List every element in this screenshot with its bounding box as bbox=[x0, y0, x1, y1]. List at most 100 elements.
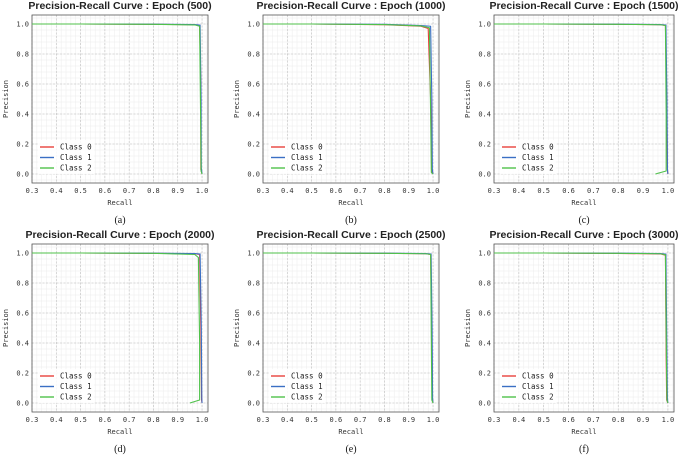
x-tick-label: 0.9 bbox=[171, 187, 184, 195]
y-tick-label: 0.4 bbox=[16, 340, 29, 348]
x-tick-label: 0.5 bbox=[537, 416, 550, 424]
y-tick-label: 1.0 bbox=[478, 21, 491, 29]
x-tick-label: 0.4 bbox=[50, 187, 63, 195]
x-tick-label: 0.4 bbox=[281, 187, 294, 195]
chart-title: Precision-Recall Curve : Epoch (1500) bbox=[489, 0, 678, 12]
legend-label: Class 1 bbox=[60, 382, 92, 391]
y-tick-label: 0.0 bbox=[16, 400, 29, 408]
x-tick-label: 1.0 bbox=[196, 187, 209, 195]
x-tick-label: 0.6 bbox=[99, 187, 112, 195]
legend-label: Class 1 bbox=[522, 382, 554, 391]
panel-caption: (e) bbox=[345, 444, 356, 455]
y-tick-label: 0.2 bbox=[247, 370, 260, 378]
x-axis-label: Recall bbox=[338, 199, 363, 207]
series-line-class-2 bbox=[32, 23, 203, 175]
y-axis-label: Precision bbox=[2, 309, 10, 347]
y-tick-label: 0.2 bbox=[478, 370, 491, 378]
y-tick-label: 0.4 bbox=[478, 111, 491, 119]
y-tick-label: 0.6 bbox=[16, 81, 29, 89]
chart-panel-3: 0.3 0.4 0.5 0.6 0.7 0.8 0.9 1.0 0.0 0.2 0.4 0.6 0.8 1… bbox=[464, 0, 679, 226]
x-tick-label: 0.9 bbox=[402, 187, 415, 195]
x-tick-label: 0.7 bbox=[354, 416, 367, 424]
y-tick-label: 0.6 bbox=[16, 310, 29, 318]
x-tick-label: 0.7 bbox=[587, 416, 600, 424]
x-tick-label: 1.0 bbox=[427, 187, 440, 195]
panel-caption: (d) bbox=[114, 444, 126, 455]
y-tick-label: 0.8 bbox=[478, 280, 491, 288]
x-tick-label: 0.6 bbox=[562, 416, 575, 424]
x-tick-label: 0.4 bbox=[513, 187, 526, 195]
y-tick-label: 0.4 bbox=[247, 111, 260, 119]
legend-label: Class 0 bbox=[60, 372, 92, 381]
plot-frame bbox=[493, 14, 675, 184]
x-tick-label: 1.0 bbox=[662, 187, 675, 195]
x-tick-label: 0.8 bbox=[612, 187, 625, 195]
y-axis-label: Precision bbox=[233, 80, 241, 118]
x-tick-label: 0.3 bbox=[257, 187, 270, 195]
legend-label: Class 1 bbox=[291, 382, 323, 391]
x-tick-label: 0.8 bbox=[612, 416, 625, 424]
x-tick-label: 0.5 bbox=[74, 416, 87, 424]
chart-title: Precision-Recall Curve : Epoch (2500) bbox=[256, 229, 445, 241]
legend-label: Class 2 bbox=[60, 164, 92, 173]
legend-label: Class 1 bbox=[60, 153, 92, 162]
panel-caption: (b) bbox=[345, 215, 357, 226]
plot-frame bbox=[262, 14, 440, 184]
chart-title: Precision-Recall Curve : Epoch (500) bbox=[28, 0, 211, 12]
y-tick-label: 0.8 bbox=[16, 280, 29, 288]
x-tick-label: 0.5 bbox=[305, 416, 318, 424]
x-tick-label: 0.9 bbox=[402, 416, 415, 424]
x-tick-label: 0.9 bbox=[171, 416, 184, 424]
legend-label: Class 2 bbox=[291, 164, 323, 173]
x-axis-label: Recall bbox=[571, 428, 596, 436]
x-tick-label: 0.4 bbox=[50, 416, 63, 424]
legend-label: Class 0 bbox=[60, 143, 92, 152]
y-axis-label: Precision bbox=[464, 309, 472, 347]
x-tick-label: 1.0 bbox=[196, 416, 209, 424]
y-axis-label: Precision bbox=[2, 80, 10, 118]
x-tick-label: 0.4 bbox=[281, 416, 294, 424]
y-axis-label: Precision bbox=[464, 80, 472, 118]
y-tick-label: 0.0 bbox=[478, 171, 491, 179]
x-axis-label: Recall bbox=[107, 428, 132, 436]
x-tick-label: 1.0 bbox=[662, 416, 675, 424]
series-line-class-2 bbox=[263, 252, 434, 404]
chart-panel-1: 0.3 0.4 0.5 0.6 0.7 0.8 0.9 1.0 0.0 0.2 0.4 0.6 0.8 1… bbox=[2, 0, 212, 226]
x-tick-label: 0.6 bbox=[562, 187, 575, 195]
legend-label: Class 2 bbox=[60, 393, 92, 402]
x-tick-label: 0.3 bbox=[26, 187, 39, 195]
x-tick-label: 0.3 bbox=[257, 416, 270, 424]
x-tick-label: 0.6 bbox=[99, 416, 112, 424]
y-tick-label: 0.8 bbox=[247, 280, 260, 288]
x-axis-label: Recall bbox=[571, 199, 596, 207]
y-tick-label: 0.8 bbox=[16, 51, 29, 59]
chart-title: Precision-Recall Curve : Epoch (1000) bbox=[256, 0, 445, 12]
y-tick-label: 0.4 bbox=[478, 340, 491, 348]
legend-label: Class 1 bbox=[291, 153, 323, 162]
x-tick-label: 0.8 bbox=[378, 187, 391, 195]
y-tick-label: 0.2 bbox=[16, 370, 29, 378]
legend-label: Class 2 bbox=[522, 164, 554, 173]
x-tick-label: 0.5 bbox=[74, 187, 87, 195]
y-tick-label: 0.4 bbox=[247, 340, 260, 348]
x-tick-label: 0.3 bbox=[488, 187, 501, 195]
panel-caption: (f) bbox=[579, 444, 589, 455]
x-tick-label: 0.8 bbox=[147, 187, 160, 195]
y-axis-label: Precision bbox=[233, 309, 241, 347]
y-tick-label: 0.2 bbox=[16, 141, 29, 149]
chart-panel-6: 0.3 0.4 0.5 0.6 0.7 0.8 0.9 1.0 0.0 0.2 0.4 0.6 0.8 1… bbox=[464, 229, 679, 455]
plot-frame bbox=[31, 243, 209, 413]
x-tick-label: 0.6 bbox=[330, 416, 343, 424]
series-line-class-2 bbox=[263, 23, 434, 175]
x-tick-label: 0.8 bbox=[147, 416, 160, 424]
legend-label: Class 2 bbox=[291, 393, 323, 402]
x-tick-label: 0.8 bbox=[378, 416, 391, 424]
panel-caption: (c) bbox=[578, 215, 589, 226]
x-tick-label: 0.7 bbox=[354, 187, 367, 195]
